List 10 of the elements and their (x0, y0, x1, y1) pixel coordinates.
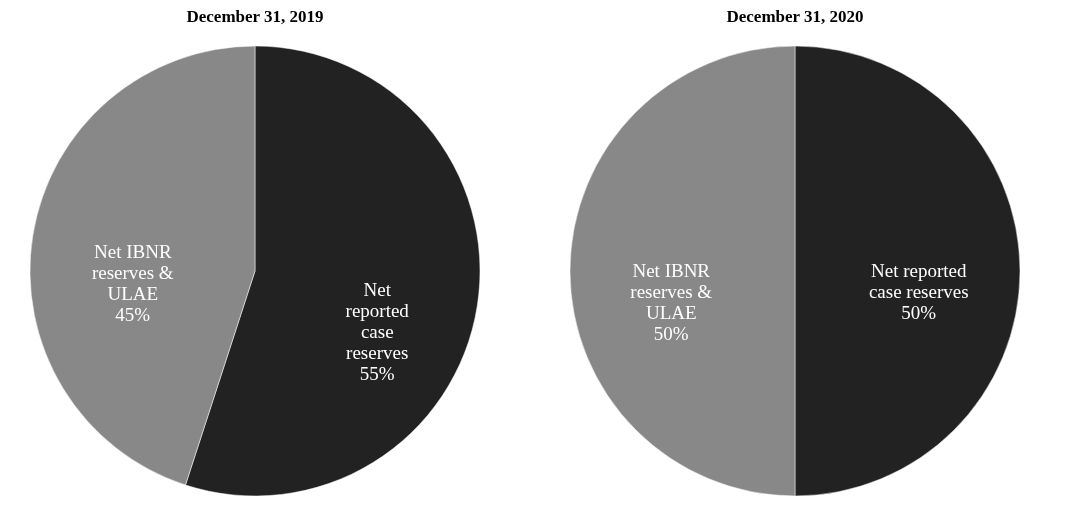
chart-title: December 31, 2019 (186, 7, 324, 26)
data-label: 50% (901, 302, 937, 323)
data-label: 55% (359, 363, 395, 385)
slice-label: Net reported case reserves (868, 260, 969, 302)
data-label: 45% (115, 303, 151, 325)
data-label: 50% (653, 323, 689, 344)
chart-title: December 31, 2020 (726, 7, 864, 26)
slice-label: Net IBNR reserves & ULAE (91, 240, 174, 304)
slice-label: Net IBNR reserves & ULAE (630, 260, 713, 323)
slice-label: Net reported case reserves (345, 279, 410, 364)
